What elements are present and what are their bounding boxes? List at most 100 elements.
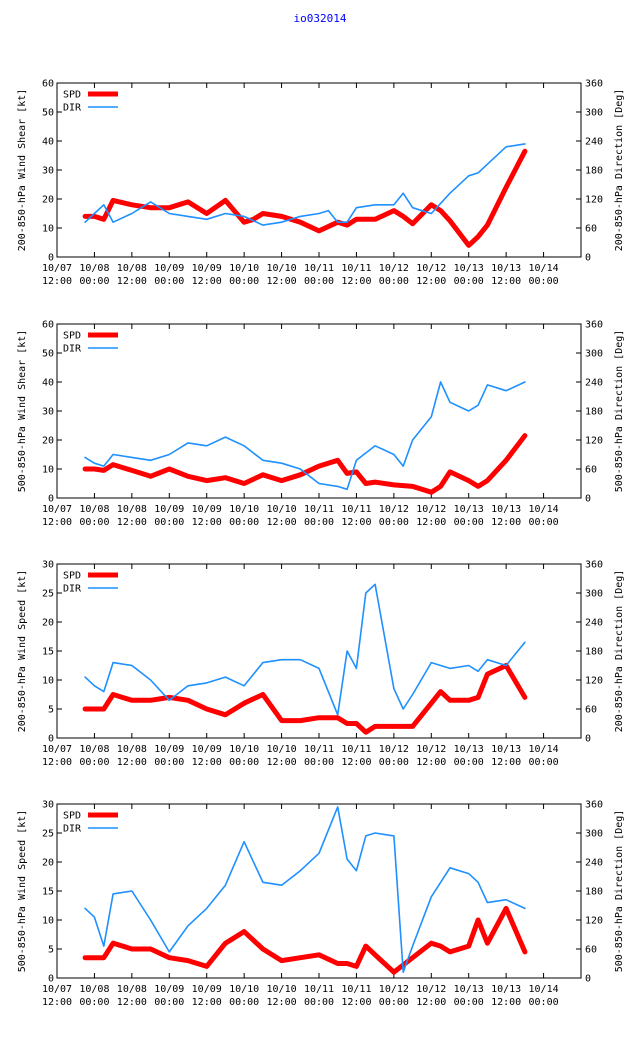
x-tick-label-date: 10/08 [79, 504, 109, 515]
y2-tick-label: 180 [585, 407, 603, 418]
x-tick-label-time: 00:00 [79, 757, 109, 768]
x-tick-label-time: 00:00 [304, 997, 334, 1008]
y-tick-label: 30 [42, 407, 54, 418]
x-tick-label-date: 10/08 [117, 504, 147, 515]
x-tick-label-time: 00:00 [229, 276, 259, 287]
legend-label-spd: SPD [63, 571, 81, 582]
x-tick-label-time: 12:00 [192, 517, 222, 528]
x-tick-label-date: 10/13 [491, 504, 521, 515]
y-tick-label: 30 [42, 800, 54, 811]
y-axis-label: 200-850-hPa Wind Speed [kt] [17, 570, 28, 733]
x-tick-label-time: 00:00 [529, 276, 559, 287]
legend-label-spd: SPD [63, 90, 81, 101]
x-tick-label-date: 10/13 [491, 984, 521, 995]
y-tick-label: 20 [42, 436, 54, 447]
y2-tick-label: 180 [585, 647, 603, 658]
x-tick-label-date: 10/13 [491, 744, 521, 755]
y-axis-label: 500-850-hPa Wind Shear [kt] [17, 330, 28, 493]
panel-500-850-shear: 0 10 20 30 40 50 60 0 60 120 180 240 300 360 10/07 12:0… [17, 320, 625, 529]
x-tick-label-date: 10/12 [379, 744, 409, 755]
x-tick-label-date: 10/09 [192, 984, 222, 995]
x-tick-label-time: 12:00 [117, 997, 147, 1008]
y2-tick-label: 120 [585, 916, 603, 927]
x-tick-label-date: 10/11 [341, 263, 371, 274]
y-axis-label: 500-850-hPa Wind Speed [kt] [17, 810, 28, 973]
y2-axis-label: 500-850-hPa Direction [Deg] [614, 330, 625, 493]
y-tick-label: 0 [48, 734, 54, 745]
y2-tick-label: 0 [585, 734, 591, 745]
x-tick-label-time: 12:00 [117, 276, 147, 287]
x-tick-label-date: 10/14 [529, 984, 559, 995]
x-tick-label-date: 10/13 [491, 263, 521, 274]
series-spd-line [82, 905, 528, 975]
y-tick-label: 25 [42, 589, 54, 600]
y2-tick-label: 120 [585, 676, 603, 687]
x-tick-label-time: 00:00 [154, 757, 184, 768]
y-tick-label: 15 [42, 887, 54, 898]
x-tick-label-time: 12:00 [491, 757, 521, 768]
plot-frame [56, 803, 582, 979]
x-tick-label-date: 10/13 [454, 984, 484, 995]
x-tick-label-date: 10/09 [154, 744, 184, 755]
x-tick-label-date: 10/12 [416, 263, 446, 274]
series-dir-line [84, 381, 526, 491]
x-tick-label-time: 12:00 [192, 757, 222, 768]
x-tick-label-time: 12:00 [117, 517, 147, 528]
x-tick-label-time: 00:00 [154, 276, 184, 287]
y-tick-label: 20 [42, 858, 54, 869]
x-tick-label-date: 10/10 [267, 263, 297, 274]
y-tick-label: 5 [48, 945, 54, 956]
y2-tick-label: 60 [585, 705, 597, 716]
x-tick-label-date: 10/14 [529, 263, 559, 274]
panel-200-850-shear: 0 10 20 30 40 50 60 0 60 120 180 240 300 360 10/07 12:0… [17, 79, 625, 288]
x-tick-label-time: 00:00 [154, 997, 184, 1008]
x-tick-label-time: 12:00 [341, 997, 371, 1008]
y2-tick-label: 180 [585, 166, 603, 177]
x-tick-label-date: 10/08 [117, 984, 147, 995]
x-tick-label-time: 00:00 [79, 276, 109, 287]
y-tick-label: 30 [42, 166, 54, 177]
x-tick-label-time: 00:00 [379, 276, 409, 287]
y-tick-label: 0 [48, 253, 54, 264]
page-title: io032014 [293, 12, 347, 25]
x-tick-label-date: 10/09 [154, 263, 184, 274]
x-tick-label-time: 12:00 [416, 276, 446, 287]
x-tick-label-time: 00:00 [229, 757, 259, 768]
panel-500-850-speed: 05101520253006012018024030036010/0712:00… [17, 800, 625, 1009]
x-tick-label-date: 10/14 [529, 504, 559, 515]
x-tick-label-date: 10/11 [304, 263, 334, 274]
x-tick-label-time: 12:00 [416, 997, 446, 1008]
y2-tick-label: 240 [585, 618, 603, 629]
x-tick-label-time: 00:00 [379, 757, 409, 768]
x-tick-label-time: 00:00 [529, 757, 559, 768]
y2-tick-label: 360 [585, 320, 603, 331]
x-tick-label-date: 10/12 [379, 984, 409, 995]
x-tick-label-date: 10/08 [117, 263, 147, 274]
y-tick-label: 60 [42, 320, 54, 331]
y-tick-label: 25 [42, 829, 54, 840]
x-tick-label-date: 10/12 [379, 504, 409, 515]
x-tick-label-time: 00:00 [229, 997, 259, 1008]
y-tick-label: 20 [42, 195, 54, 206]
x-tick-label-date: 10/08 [79, 984, 109, 995]
x-tick-label-time: 12:00 [267, 276, 297, 287]
y2-tick-label: 180 [585, 887, 603, 898]
x-tick-label-date: 10/11 [304, 984, 334, 995]
x-tick-label-date: 10/08 [79, 744, 109, 755]
x-tick-label-time: 00:00 [379, 997, 409, 1008]
legend-label-dir: DIR [63, 344, 82, 355]
y2-tick-label: 300 [585, 349, 603, 360]
x-tick-label-date: 10/10 [229, 263, 259, 274]
x-tick-label-date: 10/10 [267, 744, 297, 755]
panel-200-850-speed: 05101520253006012018024030036010/0712:00… [17, 560, 625, 769]
x-tick-label-time: 12:00 [267, 997, 297, 1008]
x-tick-label-date: 10/11 [341, 744, 371, 755]
x-tick-label-date: 10/14 [529, 744, 559, 755]
x-tick-label-date: 10/07 [42, 263, 72, 274]
x-tick-label-time: 12:00 [42, 517, 72, 528]
y2-tick-label: 240 [585, 858, 603, 869]
x-tick-label-date: 10/12 [379, 263, 409, 274]
x-tick-label-time: 12:00 [42, 757, 72, 768]
x-tick-label-time: 00:00 [379, 517, 409, 528]
y2-axis-label: 200-850-hPa Direction [Deg] [614, 89, 625, 252]
